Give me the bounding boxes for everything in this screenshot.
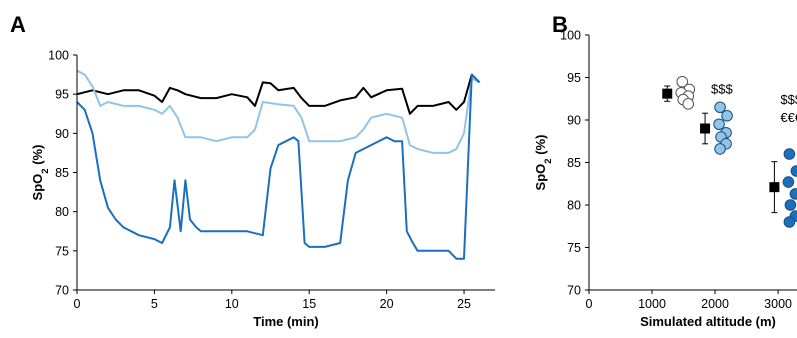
panel-b-groups: $$$ $$$ €€€ (662, 75, 797, 228)
altitude-group (662, 75, 696, 110)
panel-b: B 70 75 80 85 90 95 100 0 1000 2000 3000 $$$ $$$ €€… (533, 12, 797, 329)
panel-a-y-axis-title-tail: (%) (30, 145, 45, 169)
y-tick-label: 95 (567, 71, 581, 85)
panel-a-y-ticks: 70 75 80 85 90 95 100 (48, 49, 77, 298)
panel-a-traces (76, 69, 481, 260)
y-tick-label: 80 (55, 205, 69, 219)
x-tick-label: 10 (225, 297, 239, 311)
x-tick-label: 5 (151, 297, 158, 311)
trace-dark-blue (76, 73, 481, 260)
y-tick-label: 80 (567, 199, 581, 213)
panel-a-y-axis-title-main: SpO (30, 174, 45, 201)
y-tick-label: 100 (48, 49, 69, 63)
data-point (783, 216, 796, 228)
x-tick-label: 25 (457, 297, 471, 311)
panel-b-x-axis-title: Simulated altitude (m) (640, 314, 776, 329)
panel-a-x-ticks: 0 5 10 15 20 25 (74, 290, 471, 311)
data-point (783, 148, 796, 160)
y-tick-label: 90 (567, 114, 581, 128)
data-point (682, 98, 695, 110)
significance-annotation: $$$ (780, 92, 797, 107)
x-tick-label: 0 (586, 297, 593, 311)
trace-light-blue (76, 69, 480, 154)
y-tick-label: 70 (567, 284, 581, 298)
data-point (789, 188, 797, 200)
y-tick-label: 75 (567, 241, 581, 255)
panel-letter-b: B (552, 12, 568, 37)
trace-black (76, 73, 481, 115)
data-point (782, 176, 795, 188)
panel-b-y-axis-title-tail: (%) (533, 135, 548, 159)
significance-annotation: $$$ (711, 81, 733, 96)
y-tick-label: 70 (55, 284, 69, 298)
data-point (713, 118, 725, 131)
panel-b-y-axis-title-main: SpO (533, 164, 548, 191)
y-tick-label: 100 (560, 29, 581, 43)
panel-b-y-axis-title: SpO2 (%) (533, 135, 554, 191)
data-point (714, 143, 726, 155)
panel-b-axes (588, 35, 797, 291)
altitude-group: $$$ (700, 81, 734, 155)
x-tick-label: 20 (380, 297, 394, 311)
x-tick-label: 1000 (638, 297, 666, 311)
panel-letter-a: A (10, 12, 26, 37)
y-tick-label: 95 (55, 88, 69, 102)
data-point (784, 199, 797, 211)
data-point (714, 101, 726, 114)
y-tick-label: 85 (55, 166, 69, 180)
x-tick-label: 2000 (701, 297, 729, 311)
data-point (790, 165, 797, 177)
significance-annotation: €€€ (780, 110, 797, 125)
y-tick-label: 75 (55, 244, 69, 258)
data-point (676, 75, 689, 88)
panel-a-y-axis-title: SpO2 (%) (30, 145, 51, 201)
mean-marker (700, 123, 711, 134)
panel-b-x-ticks: 0 1000 2000 3000 (586, 290, 792, 311)
panel-b-y-ticks: 70 75 80 85 90 95 100 (560, 29, 589, 298)
panel-b-y-axis-title-sub: 2 (543, 158, 554, 163)
x-tick-label: 15 (302, 297, 316, 311)
y-tick-label: 85 (567, 156, 581, 170)
mean-marker (662, 88, 673, 99)
panel-a-y-axis-title-sub: 2 (40, 168, 51, 173)
altitude-group: $$$ €€€ (769, 92, 797, 228)
data-point (721, 109, 733, 122)
x-tick-label: 3000 (764, 297, 792, 311)
x-tick-label: 0 (74, 297, 81, 311)
y-tick-label: 90 (55, 127, 69, 141)
mean-marker (769, 182, 780, 193)
panel-a-x-axis-title: Time (min) (253, 314, 319, 329)
